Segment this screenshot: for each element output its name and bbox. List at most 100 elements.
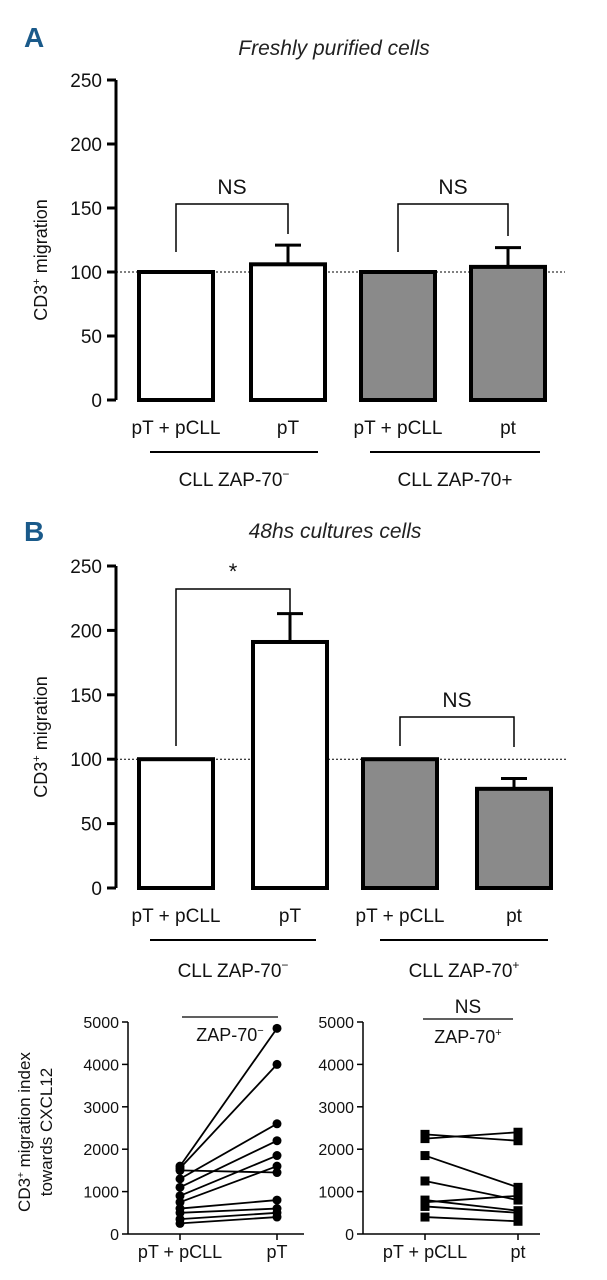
y-tick-label: 250: [70, 71, 102, 92]
plot-area: 0 50 100 150 200 250 pT + pCLL pT pT + pCLL pt CLL…: [70, 71, 565, 491]
plot-area: 0 50 100 150 200 250 pT + pCLL pT pT + pCLL pt CLL…: [70, 557, 568, 982]
category-label: pt: [500, 418, 517, 439]
significance-bracket: [399, 716, 515, 747]
y-tick-label: 3000: [318, 1100, 354, 1117]
data-point: [272, 1023, 282, 1033]
y-tick-label: 200: [70, 135, 102, 156]
data-point: [175, 1204, 185, 1214]
x-tick-label: pT + pCLL: [383, 1242, 467, 1262]
plot-area: 0 1000 2000 3000 4000 5000 pT + pCLL pT ZAP-70−: [83, 1015, 304, 1262]
x-tick-label: pT + pCLL: [138, 1242, 222, 1262]
series-line: [179, 1122, 278, 1180]
bar: [359, 270, 437, 402]
category-label: pT + pCLL: [132, 418, 221, 439]
data-point: [175, 1191, 185, 1201]
data-point: [272, 1195, 282, 1205]
panel-letter-a: A: [24, 22, 44, 53]
x-tick-label: pt: [510, 1242, 525, 1262]
y-tick-label: 150: [70, 199, 102, 220]
significance-label: NS: [442, 689, 471, 712]
series-line: [179, 1063, 278, 1169]
category-label: pT: [277, 418, 300, 439]
bar: [469, 264, 547, 402]
panel-letter-b: B: [24, 516, 44, 547]
category-label: pT: [279, 906, 302, 927]
y-tick-label: 250: [70, 557, 102, 578]
y-tick-label: 50: [81, 815, 102, 836]
data-point: [420, 1195, 430, 1205]
y-tick-label: 2000: [318, 1142, 354, 1159]
significance-bracket: [175, 588, 291, 746]
series-line: [179, 1216, 278, 1225]
series-line: [179, 1207, 278, 1214]
y-tick-label: 200: [70, 621, 102, 642]
bar: [475, 786, 553, 890]
y-tick-label: 0: [345, 1227, 354, 1244]
series-line: [424, 1133, 519, 1142]
category-label: pT + pCLL: [356, 906, 445, 927]
y-tick-label: 1000: [83, 1185, 119, 1202]
data-point: [272, 1151, 282, 1161]
y-tick-label: 0: [91, 879, 102, 900]
comparison-label: ZAP-70+: [434, 1027, 501, 1047]
series-line: [424, 1205, 519, 1214]
y-tick-label: 100: [70, 750, 102, 771]
significance-label: *: [229, 559, 238, 584]
data-point: [420, 1176, 430, 1186]
series-line: [179, 1211, 278, 1221]
data-point: [175, 1161, 185, 1171]
data-point: [175, 1214, 185, 1224]
y-tick-label: 2000: [83, 1142, 119, 1159]
significance-bracket: [175, 203, 289, 252]
panel-c: CD3+ migration index towards CXCL12 0 100…: [15, 1015, 304, 1262]
panel-a: A Freshly purified cells CD3+ migration …: [24, 22, 565, 491]
panel-b-ylabel: CD3+ migration: [31, 676, 51, 797]
comparison-label: ZAP-70−: [196, 1025, 263, 1045]
data-point: [272, 1204, 282, 1214]
data-point: [513, 1216, 523, 1226]
group-label: CLL ZAP-70+: [409, 958, 520, 982]
data-point: [513, 1136, 523, 1146]
series-line: [424, 1199, 519, 1212]
bar: [251, 639, 329, 890]
data-point: [420, 1151, 430, 1161]
series-line: [424, 1131, 519, 1140]
data-point: [175, 1182, 185, 1192]
category-label: pt: [506, 906, 523, 927]
significance-label: NS: [217, 176, 246, 199]
data-point: [420, 1212, 430, 1222]
category-label: pT + pCLL: [132, 906, 221, 927]
data-point: [175, 1174, 185, 1184]
data-point: [513, 1127, 523, 1137]
y-tick-label: 0: [110, 1227, 119, 1244]
data-point: [272, 1119, 282, 1129]
data-point: [272, 1168, 282, 1178]
y-tick-label: 150: [70, 686, 102, 707]
y-tick-label: 1000: [318, 1185, 354, 1202]
data-point: [272, 1136, 282, 1146]
y-tick-label: 100: [70, 263, 102, 284]
series-line: [424, 1154, 519, 1189]
y-tick-label: 3000: [83, 1100, 119, 1117]
y-tick-label: 0: [91, 391, 102, 412]
significance-bracket: [397, 203, 509, 252]
series-line: [179, 1139, 278, 1189]
significance-label: NS: [455, 997, 481, 1018]
category-label: pT + pCLL: [354, 418, 443, 439]
group-label: CLL ZAP-70+: [398, 470, 513, 491]
bar: [137, 270, 215, 402]
panel-a-ylabel: CD3+ migration: [31, 199, 51, 320]
data-point: [420, 1129, 430, 1139]
series-line: [179, 1199, 278, 1210]
significance-label: NS: [438, 176, 467, 199]
panel-a-title: Freshly purified cells: [238, 37, 430, 60]
bar: [137, 757, 215, 891]
panel-b: B 48hs cultures cells CD3+ migration 0 50…: [24, 516, 568, 982]
data-point: [513, 1182, 523, 1192]
bar: [249, 262, 327, 402]
series-line: [179, 1169, 278, 1174]
panel-b-title: 48hs cultures cells: [249, 520, 422, 543]
series-line: [424, 1216, 519, 1223]
x-tick-label: pT: [266, 1242, 287, 1262]
